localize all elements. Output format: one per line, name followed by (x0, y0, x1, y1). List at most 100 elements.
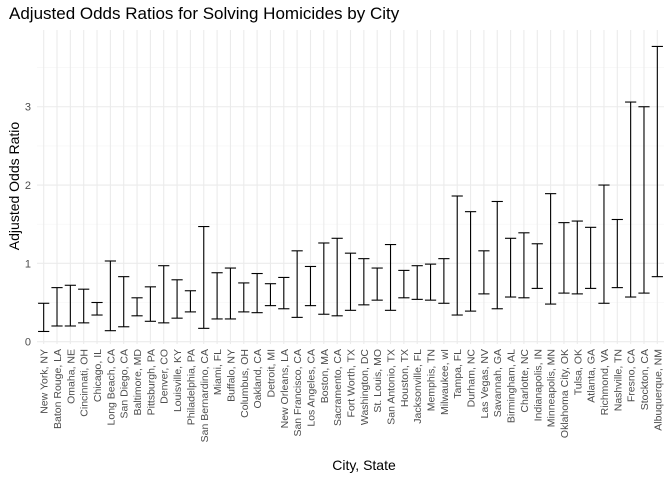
error-bar (264, 283, 277, 307)
error-bar (398, 269, 410, 299)
error-bar (384, 244, 397, 311)
x-tick-label: Indianapolis, IN (532, 349, 544, 421)
x-tick-label: Long Beach, CA (105, 349, 117, 425)
x-tick-label: Miami, FL (212, 349, 224, 395)
error-bar (64, 284, 76, 327)
error-bar (344, 252, 357, 311)
x-tick-label: Oklahoma City, OK (559, 349, 571, 438)
error-bar (451, 195, 463, 316)
x-tick-label: New Orleans, LA (279, 349, 291, 428)
x-tick-label: Pittsburgh, PA (145, 349, 157, 415)
x-tick-label: Los Angeles, CA (305, 349, 317, 427)
error-bar (531, 243, 543, 289)
error-bar (651, 45, 663, 278)
x-tick-label: Fort Worth, TX (346, 349, 358, 417)
error-bar (184, 290, 197, 313)
error-bar (211, 272, 223, 320)
x-tick-label: Stockton, CA (639, 349, 651, 410)
x-tick-label: Philadelphia, PA (185, 349, 197, 425)
x-tick-label: Buffalo, NY (225, 349, 237, 402)
x-tick-label: Chicago, IL (92, 349, 104, 402)
x-tick-label: Memphis, TN (426, 349, 438, 411)
x-tick-label: Louisville, KY (172, 349, 184, 412)
error-bar (118, 276, 130, 328)
error-bar (625, 101, 637, 298)
error-bar (91, 301, 103, 316)
x-tick-label: Jacksonville, FL (412, 349, 424, 424)
x-tick-label: Denver, CO (159, 349, 171, 404)
x-axis-ticks: New York, NY Baton Rouge, LA Omaha, NE Cinc… (39, 349, 665, 443)
error-bar (171, 279, 183, 319)
error-bar (464, 211, 477, 312)
y-tick-label: 1 (25, 258, 31, 270)
x-tick-label: Tampa, FL (452, 349, 464, 399)
error-bar (251, 272, 263, 314)
error-bar (51, 287, 63, 327)
x-tick-label: Nashville, TN (612, 349, 624, 411)
x-tick-label: Fresno, CA (626, 349, 638, 402)
y-tick-label: 0 (25, 337, 31, 349)
x-tick-label: New York, NY (39, 349, 51, 414)
x-tick-label: Cincinnati, OH (79, 349, 91, 417)
x-tick-label: San Francisco, CA (292, 349, 304, 437)
x-tick-label: Albuquerque, NM (652, 349, 664, 431)
error-bars (38, 45, 663, 333)
error-bar (424, 263, 437, 301)
y-axis-ticks: 0 1 2 3 (25, 102, 31, 349)
error-bar (598, 184, 610, 304)
error-bar (371, 267, 383, 301)
x-tick-label: San Diego, CA (119, 349, 131, 418)
error-bar (571, 220, 583, 295)
error-bar (278, 276, 290, 310)
error-bar (331, 237, 343, 317)
error-bar (558, 222, 570, 294)
error-bar (78, 288, 90, 324)
error-bar (38, 302, 50, 333)
x-tick-label: Houston, TX (399, 349, 411, 407)
error-bar (304, 265, 317, 307)
x-tick-label: Sacramento, CA (332, 349, 344, 426)
y-tick-label: 3 (25, 102, 31, 114)
x-tick-label: Oakland, CA (252, 349, 264, 409)
x-tick-label: Baton Rouge, LA (52, 349, 64, 429)
x-tick-label: Omaha, NE (65, 349, 77, 404)
error-bar (198, 225, 210, 329)
error-bar (104, 260, 116, 332)
x-tick-label: Boston, MA (319, 349, 331, 403)
error-bar (438, 258, 450, 304)
x-tick-label: Columbus, OH (239, 349, 251, 418)
x-tick-label: Atlanta, GA (586, 349, 598, 403)
error-bar (411, 265, 423, 300)
x-tick-label: San Antonio, TX (386, 349, 398, 425)
error-bar (158, 265, 170, 324)
error-bar (224, 267, 237, 320)
error-bar (491, 200, 503, 310)
error-bar (238, 282, 250, 313)
x-tick-label: Richmond, VA (599, 349, 611, 415)
error-bar (638, 106, 650, 294)
x-tick-label: Baltimore, MD (132, 349, 144, 416)
x-tick-label: Milwaukee, wI (439, 349, 451, 415)
error-bar (478, 250, 490, 295)
error-bar (518, 232, 530, 299)
error-bar (144, 286, 156, 322)
x-tick-label: Birmingham, AL (506, 349, 518, 423)
x-tick-label: Durham, NC (466, 349, 478, 408)
x-axis-title: City, State (332, 457, 396, 473)
y-tick-label: 2 (25, 180, 31, 192)
x-tick-label: Tulsa, OK (572, 349, 584, 395)
x-tick-label: St. Louis, MO (372, 349, 384, 413)
error-bar (585, 226, 597, 289)
error-bar (318, 242, 330, 315)
error-bar (358, 258, 370, 306)
error-bar (504, 237, 517, 298)
chart-title: Adjusted Odds Ratios for Solving Homicid… (9, 4, 400, 23)
y-axis-title: Adjusted Odds Ratio (6, 122, 22, 251)
error-bar (291, 250, 303, 318)
x-tick-label: Minneapolis, MN (546, 349, 558, 427)
error-bar (611, 218, 623, 289)
error-bar (545, 193, 557, 305)
x-tick-label: Savannah, GA (492, 349, 504, 417)
error-bar (131, 297, 143, 317)
